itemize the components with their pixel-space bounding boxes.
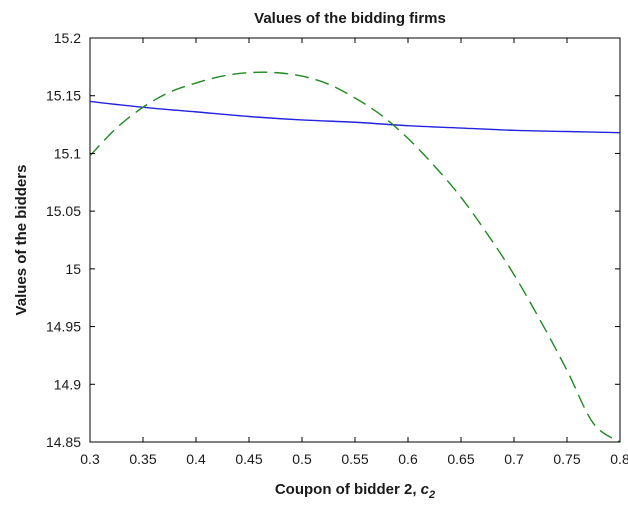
series-line-dashed [89,71,621,443]
x-tick-label: 0.3 [80,451,100,467]
x-tick-label: 0.55 [341,451,368,467]
y-tick-label: 14.95 [46,319,81,335]
y-tick-label: 14.9 [54,376,81,392]
y-axis-label: Values of the bidders [13,165,30,316]
x-axis: 0.3 0.35 0.4 0.45 0.5 0.55 0.6 0.65 0.7 0.75 0.8 [80,38,628,467]
y-tick-label: 15.05 [46,203,81,219]
x-axis-label-symbol: c [421,481,430,498]
y-tick-label: 15.2 [54,30,81,46]
plot-area [89,37,621,443]
x-tick-label: 0.6 [398,451,418,467]
y-tick-label: 14.85 [46,434,81,450]
series-line-solid [89,100,621,134]
x-axis-label-text: Coupon of bidder 2, [275,481,421,498]
y-tick-label: 15 [65,261,81,277]
x-tick-label: 0.75 [553,451,580,467]
x-tick-label: 0.8 [610,451,628,467]
x-tick-label: 0.35 [129,451,156,467]
x-tick-label: 0.4 [186,451,206,467]
y-tick-label: 15.15 [46,88,81,104]
chart-title: Values of the bidding firms [254,10,446,27]
x-axis-label-subscript: 2 [428,489,435,501]
x-tick-label: 0.65 [447,451,474,467]
series-layer [89,71,621,443]
x-tick-label: 0.5 [292,451,312,467]
y-tick-label: 15.1 [54,145,81,161]
x-tick-label: 0.7 [504,451,524,467]
y-axis: 14.85 14.9 14.95 15 15.05 15.1 15.15 15.2 [46,30,620,450]
x-tick-label: 0.45 [235,451,262,467]
x-axis-label: Coupon of bidder 2, c2 [275,481,435,501]
